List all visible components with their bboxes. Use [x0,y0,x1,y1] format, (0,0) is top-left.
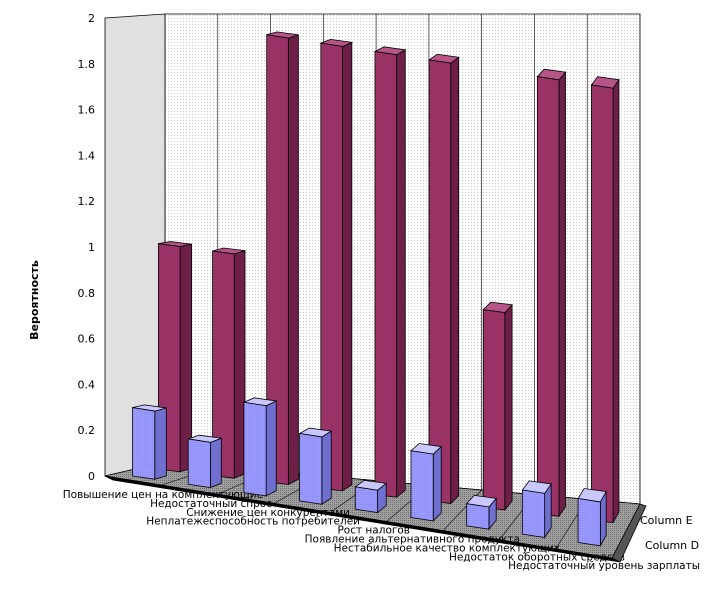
bar-side-face [179,243,192,473]
bar-front-face [320,42,343,492]
bar-column-e [428,53,460,505]
bar-front-face [187,438,211,489]
y-tick-label: 0 [88,470,95,483]
y-tick-label: 0.8 [78,287,96,300]
bar-column-d [298,427,333,505]
bar-side-face [321,430,332,505]
bar-column-d [465,494,497,531]
bar-column-e [212,247,246,479]
bar-front-face [536,76,560,517]
bar-front-face [374,51,398,498]
bar-column-d [242,397,278,497]
legend-series-d: Column D [645,539,699,552]
bar-front-face [428,59,452,504]
bar-side-face [287,34,299,486]
bar-front-face [266,34,289,485]
bar-column-e [319,38,354,492]
bar-side-face [432,445,442,522]
bar-front-face [299,433,323,505]
bar-front-face [466,503,490,530]
bar-side-face [233,250,246,479]
y-tick-label: 1.6 [78,104,96,117]
y-axis-label: Вероятность [28,260,41,340]
x-category-label: Нестабильное качество комплектующих [334,542,560,554]
bar-front-face [482,309,506,511]
x-category-label: Неплатежеспособность потребителей [146,516,360,528]
y-tick-label: 0.6 [78,333,96,346]
y-tick-label: 0.2 [78,424,96,437]
legend-series-e: Column E [640,514,693,527]
bar-side-face [450,56,460,505]
y-tick-label: 1.4 [78,149,96,162]
bar-front-face [591,84,614,524]
bar-side-face [154,407,167,480]
bar-column-e [536,68,567,518]
bar-front-face [410,450,434,522]
y-tick-label: 0.4 [78,378,96,391]
bar-column-e [482,301,513,512]
bar-side-face [396,49,406,499]
bar-column-e [266,31,299,486]
bar-column-d [521,480,552,539]
legend: Column E Column D [640,514,699,552]
bar-side-face [342,41,353,492]
x-category-label: Рост налогов [337,525,410,537]
bar-front-face [521,489,546,538]
floor-edge [104,475,647,563]
y-tick-label: 2 [88,12,95,25]
bar-front-face [577,498,601,547]
bar-column-d [187,434,222,489]
bar-front-face [132,407,156,480]
bar-column-e [373,46,407,499]
bar-side-face [558,71,566,518]
bar-side-face [265,400,277,497]
bar-front-face [212,250,235,479]
y-tick-label: 1.2 [78,195,96,208]
y-tick-label: 1.8 [78,58,96,71]
bar-side-face [612,78,620,523]
floor-right-edge [611,503,647,563]
bar-front-face [243,401,267,497]
bars [132,31,620,547]
y-axis: 0 0.2 0.4 0.6 0.8 1 1.2 1.4 1.6 1.8 2 [78,12,96,483]
y-tick-label: 1 [88,241,95,254]
bar-side-face [504,303,513,512]
bar-column-d [410,443,443,522]
bar-column-d [132,404,167,480]
x-category-label: Повышение цен на комплектующие [63,489,263,501]
bar-column-d [577,488,607,547]
bar-side-face [210,437,222,489]
bar-column-d [354,479,388,514]
bar-column-e [590,76,620,524]
x-category-label: Недостаточный уровень зарплаты [508,560,700,572]
bar-front-face [354,486,378,514]
